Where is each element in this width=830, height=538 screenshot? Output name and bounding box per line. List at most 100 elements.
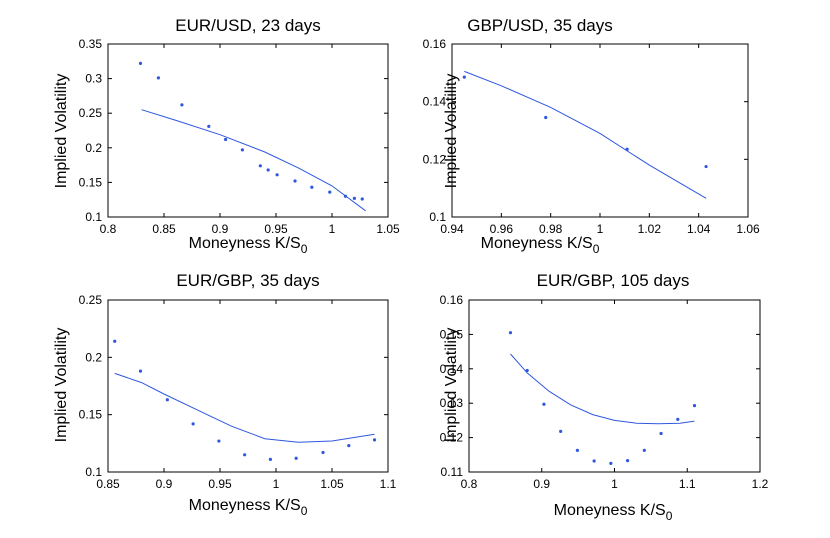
data-point (625, 147, 629, 151)
y-tick-label: 0.14 (423, 95, 447, 109)
x-tick-label: 0.9 (533, 477, 550, 491)
data-point (544, 115, 548, 120)
data-point (224, 137, 228, 142)
y-tick-label: 0.35 (79, 37, 103, 51)
x-tick-label: 0.8 (100, 222, 117, 236)
axes-box (468, 299, 761, 473)
x-tick-label: 0.85 (96, 477, 120, 491)
data-point (525, 368, 529, 373)
data-point (609, 461, 613, 465)
x-tick-label: 0.85 (152, 222, 176, 236)
y-tick-label: 0.1 (85, 210, 102, 224)
y-tick-label: 0.16 (440, 293, 464, 307)
fitted-curve (141, 109, 366, 212)
y-tick-label: 0.15 (440, 327, 464, 341)
x-tick-label: 1.1 (679, 477, 696, 491)
y-tick-label: 0.13 (440, 396, 464, 410)
x-tick-label: 0.9 (156, 477, 173, 491)
data-point (217, 439, 221, 443)
x-tick-label: 0.95 (208, 477, 232, 491)
y-tick-label: 0.1 (85, 465, 102, 479)
data-point (642, 448, 646, 452)
data-point (352, 196, 356, 200)
x-tick-label: 0.96 (490, 222, 514, 236)
data-point (294, 456, 298, 460)
y-tick-label: 0.12 (423, 152, 447, 166)
x-tick-label: 1 (329, 222, 336, 236)
y-axis-label: Implied Volatility (53, 328, 70, 443)
x-tick-label: 1 (597, 222, 604, 236)
y-tick-label: 0.2 (85, 141, 102, 155)
axes-box (451, 43, 749, 218)
data-point (258, 164, 262, 168)
subplot-title: EUR/USD, 23 days (175, 16, 321, 35)
x-tick-label: 1.04 (687, 222, 711, 236)
x-tick-label: 1.06 (736, 222, 760, 236)
x-tick-label: 0.98 (539, 222, 563, 236)
data-point (138, 369, 143, 373)
y-tick-label: 0.14 (440, 362, 464, 376)
data-point (592, 459, 596, 463)
x-tick-label: 0.9 (212, 222, 229, 236)
data-point (293, 179, 297, 183)
data-point (138, 61, 143, 65)
x-tick-label: 1.05 (320, 477, 344, 491)
data-point (542, 402, 546, 406)
data-point (343, 194, 348, 198)
axes-box (107, 299, 389, 473)
fitted-curve (114, 372, 375, 443)
data-point (240, 148, 244, 152)
y-tick-label: 0.1 (429, 210, 446, 224)
x-tick-label: 0.95 (264, 222, 288, 236)
data-point (275, 173, 279, 177)
data-point (207, 124, 211, 128)
data-point (625, 459, 630, 463)
subplot-title: GBP/USD, 35 days (467, 16, 613, 35)
y-tick-label: 0.15 (79, 408, 103, 422)
y-tick-label: 0.12 (440, 431, 464, 445)
x-tick-label: 0.94 (440, 222, 464, 236)
x-tick-label: 1.2 (752, 477, 769, 491)
x-tick-label: 1 (273, 477, 280, 491)
data-point (310, 185, 314, 189)
x-axis-label: Moneyness K/S0 (554, 502, 673, 523)
y-tick-label: 0.25 (79, 293, 103, 307)
x-tick-label: 1.05 (376, 222, 400, 236)
y-tick-label: 0.25 (79, 106, 103, 120)
subplot-eur-usd-23-days: EUR/USD, 23 days Moneyness K/S0 Implied … (53, 16, 400, 256)
data-point (321, 450, 325, 455)
data-point (508, 331, 513, 335)
fitted-curve (510, 353, 695, 425)
subplot-title: EUR/GBP, 105 days (537, 271, 690, 290)
y-axis-label: Implied Volatility (443, 328, 460, 443)
data-point (180, 103, 184, 107)
data-point (266, 168, 270, 172)
y-tick-label: 0.16 (423, 37, 447, 51)
data-point (372, 438, 377, 442)
axes-box (107, 43, 389, 218)
data-point (113, 339, 117, 343)
data-point (575, 448, 579, 452)
data-point (704, 164, 708, 169)
data-point (243, 453, 247, 457)
data-point (328, 190, 332, 194)
x-axis-label: Moneyness K/S0 (481, 235, 600, 256)
data-point (559, 429, 563, 434)
y-axis-label: Implied Volatility (53, 74, 70, 189)
data-point (156, 76, 160, 80)
subplot-gbp-usd-35-days: GBP/USD, 35 days Moneyness K/S0 Implied … (423, 16, 760, 256)
data-point (692, 404, 697, 408)
subplot-title: EUR/GBP, 35 days (176, 271, 319, 290)
x-tick-label: 1.1 (380, 477, 397, 491)
data-point (360, 197, 364, 201)
x-tick-label: 1.02 (638, 222, 662, 236)
fitted-curve (464, 70, 707, 199)
data-point (347, 444, 351, 448)
data-point (659, 431, 663, 436)
x-axis-label: Moneyness K/S0 (189, 497, 308, 518)
x-tick-label: 0.8 (461, 477, 478, 491)
y-tick-label: 0.3 (85, 72, 102, 86)
data-point (268, 457, 272, 461)
x-axis-label: Moneyness K/S0 (189, 235, 308, 256)
